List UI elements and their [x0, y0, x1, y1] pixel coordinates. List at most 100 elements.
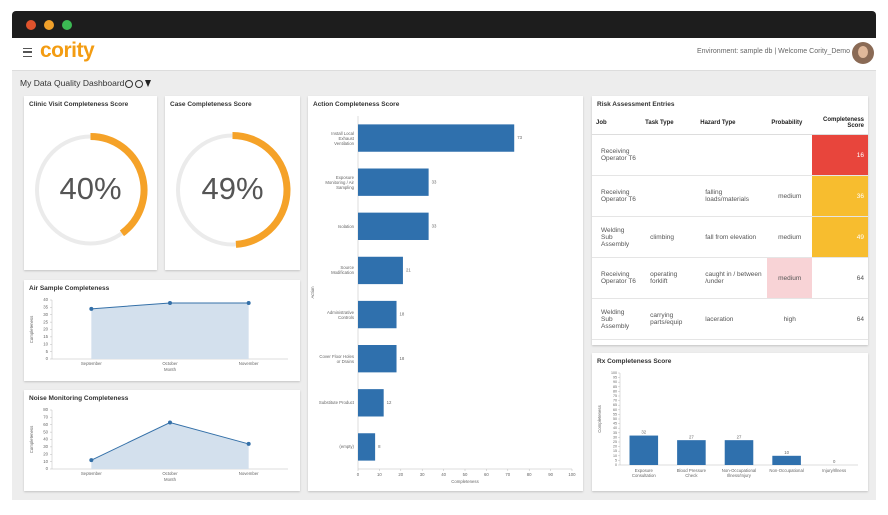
- y-tick-label: 40: [613, 426, 617, 430]
- y-tick-label: 70: [613, 399, 617, 403]
- y-tick-label: 85: [613, 385, 617, 389]
- x-tick-label: November: [239, 361, 259, 366]
- card-title: Action Completeness Score: [313, 101, 400, 108]
- bar: [358, 300, 397, 329]
- chart-card: 40% Clinic Visit Completeness Score: [24, 96, 157, 270]
- table-row: Receiving Operator T6 operating forklift c…: [592, 257, 868, 299]
- table-cell: high: [767, 298, 813, 340]
- table-cell: 16: [812, 134, 868, 176]
- point: [89, 306, 94, 311]
- y-tick-label: Substitute Product: [318, 400, 354, 406]
- x-tick-label: September: [81, 471, 103, 476]
- window-bar: [12, 11, 876, 38]
- card-title: Air Sample Completeness: [29, 285, 110, 292]
- y-tick-label: Cover Floor Holes or Drains: [319, 353, 354, 364]
- maximize-dot[interactable]: [62, 20, 72, 30]
- y-tick-label: 45: [613, 422, 617, 426]
- bar: [358, 433, 376, 461]
- x-tick-label: 70: [505, 472, 510, 477]
- bar: [358, 124, 515, 152]
- table-row: Receiving Operator T6 falling loads/mater…: [592, 175, 868, 217]
- y-tick-label: 35: [43, 305, 48, 310]
- avatar[interactable]: [852, 42, 874, 64]
- x-tick-label: Non-Occupational Illness/Injury: [721, 468, 757, 478]
- y-tick-label: Source Modification: [331, 265, 354, 276]
- y-tick-label: 35: [613, 431, 617, 435]
- table-cell: Receiving Operator T6: [592, 257, 642, 299]
- x-tick-label: 60: [484, 472, 489, 477]
- table-card: Risk Assessment Entries Job Task Type Hazar…: [592, 96, 868, 345]
- info-icon[interactable]: [125, 80, 133, 88]
- value-label: 12: [387, 400, 392, 405]
- collapse-icon[interactable]: [135, 80, 143, 88]
- menu-button[interactable]: [23, 48, 32, 57]
- table-cell: medium: [767, 216, 813, 258]
- area: [91, 302, 249, 359]
- bar: [677, 440, 706, 465]
- value-label: 21: [406, 268, 411, 273]
- chart: 0510152025303540455055606570758085909510…: [597, 371, 858, 467]
- bar: [772, 455, 801, 465]
- y-tick-label: 30: [613, 435, 617, 439]
- table-cell: medium: [767, 175, 813, 217]
- y-tick-label: 0: [615, 463, 617, 467]
- y-tick-label: 20: [43, 327, 48, 332]
- y-tick-label: 25: [43, 319, 48, 324]
- filter-icon[interactable]: [145, 80, 151, 87]
- x-tick-label: 90: [548, 472, 553, 477]
- table-cell: 64: [812, 298, 868, 340]
- column-header: Hazard Type: [696, 112, 768, 135]
- y-tick-label: 90: [613, 380, 617, 384]
- value-label: 18: [400, 312, 405, 317]
- y-tick-label: 10: [613, 454, 617, 458]
- y-tick-label: 10: [43, 341, 48, 346]
- point: [246, 300, 251, 305]
- x-tick-label: October: [162, 471, 178, 476]
- table-row: Receiving Operator T6 16: [592, 134, 868, 176]
- point: [246, 441, 251, 446]
- y-tick-label: 60: [43, 422, 48, 427]
- table-cell: operating forklift: [641, 257, 697, 299]
- user-info: Environment: sample db | Welcome Cority_…: [696, 48, 850, 55]
- y-tick-label: 80: [613, 389, 617, 393]
- x-tick-label: 20: [398, 472, 403, 477]
- y-tick-label: 50: [43, 429, 48, 434]
- chart: 40%: [35, 133, 148, 246]
- x-tick-label: 0: [357, 472, 360, 477]
- app-header: [12, 38, 876, 71]
- y-tick-label: 30: [43, 312, 48, 317]
- value-label: 27: [689, 434, 694, 439]
- value-label: 0: [833, 459, 836, 464]
- minimize-dot[interactable]: [44, 20, 54, 30]
- point: [168, 300, 172, 305]
- table-cell: [696, 134, 768, 176]
- chart: 0 10 20 30 40 50 60 70 80 90 100 73 33 33 21 18 18 12 8 Com…: [310, 116, 576, 484]
- header-row: Job Task Type Hazard Type Probability Comple…: [592, 112, 868, 135]
- table-cell: Receiving Operator T6: [592, 175, 642, 217]
- table-row: Welding Sub Assembly carrying parts/equip…: [592, 298, 868, 340]
- table-row: Welding Sub Assembly climbing fall from el…: [592, 216, 868, 258]
- y-tick-label: 50: [613, 417, 617, 421]
- table-cell: [641, 134, 697, 176]
- chart: 0 5 10 15 20 25 30 35 40 September October November…: [29, 297, 288, 372]
- y-axis-title: Completeness: [29, 316, 34, 343]
- table-cell: [767, 134, 813, 176]
- y-tick-label: 60: [613, 408, 617, 412]
- column-header: Job: [592, 112, 642, 135]
- chart: 49%: [176, 132, 291, 248]
- table-cell: falling loads/materials: [696, 175, 768, 217]
- value-label: 8: [378, 444, 381, 449]
- y-axis-title: Completeness: [29, 426, 34, 453]
- y-tick-label: 0: [46, 356, 49, 361]
- gauge-value: 49%: [201, 171, 263, 206]
- x-tick-label: 80: [527, 472, 532, 477]
- y-tick-label: 95: [613, 376, 617, 380]
- table-cell: Welding Sub Assembly: [592, 298, 642, 340]
- x-tick-label: October: [162, 361, 178, 366]
- value-label: 73: [517, 135, 522, 140]
- x-tick-label: 100: [568, 472, 576, 477]
- x-tick-label: 10: [377, 472, 382, 477]
- x-tick-label: Non-Occupational: [769, 468, 804, 473]
- close-dot[interactable]: [26, 20, 36, 30]
- y-tick-label: Isolation: [337, 223, 354, 229]
